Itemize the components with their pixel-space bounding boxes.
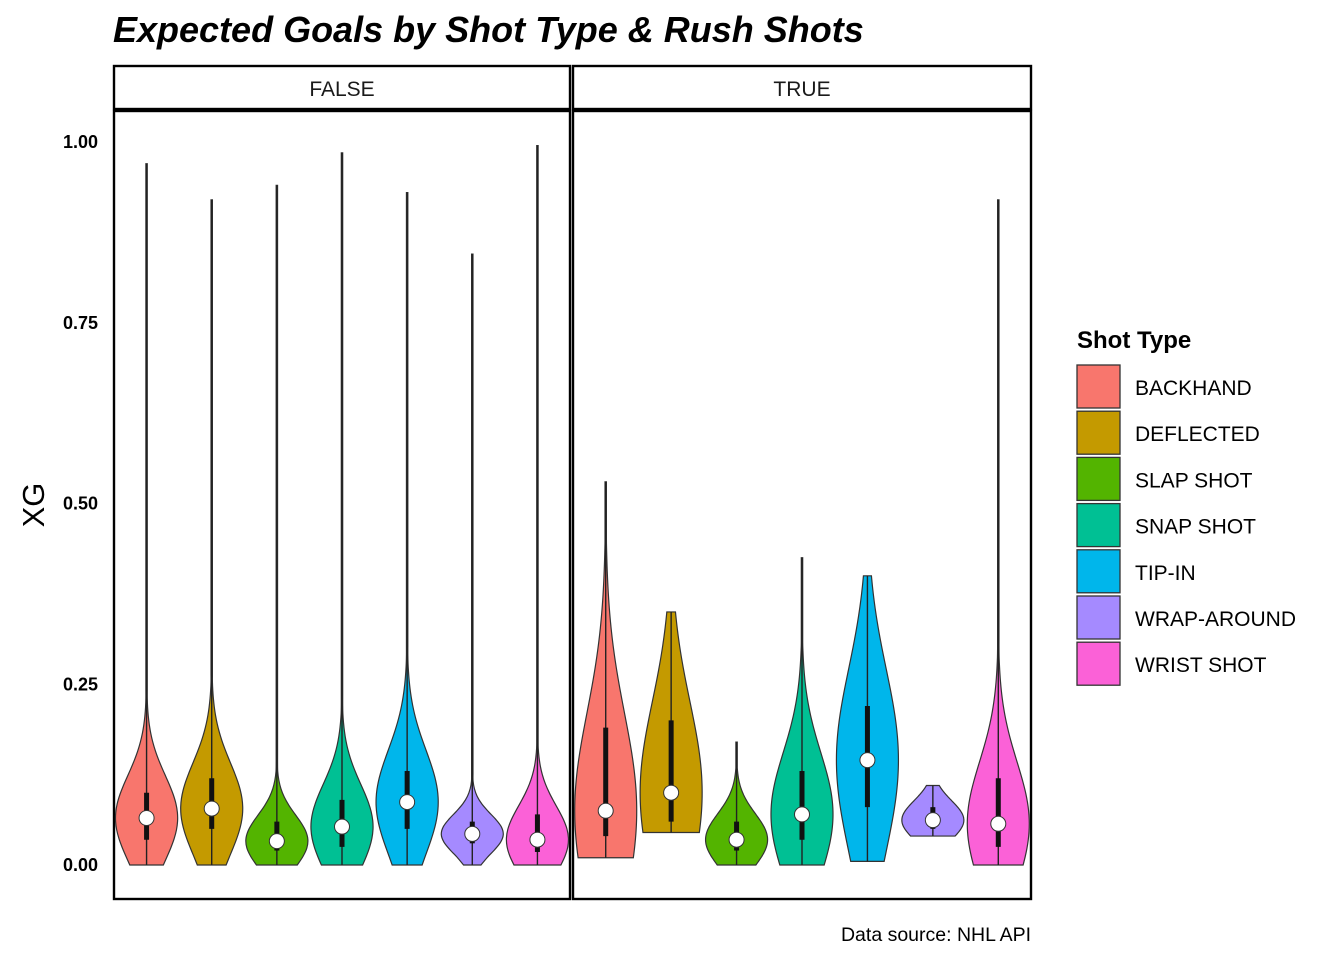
violin-wrist-shot [505,145,570,866]
facet-strip-label: TRUE [773,78,830,101]
legend-item: DEFLECTED [1076,410,1260,455]
y-tick-label: 0.50 [63,494,98,514]
legend-swatch [1076,410,1121,455]
violin-median-point [924,812,941,829]
legend-label: SNAP SHOT [1135,516,1256,539]
legend-swatch [1076,456,1121,502]
violin-median-point [399,794,416,811]
legend-label: DEFLECTED [1135,423,1260,446]
facet-panel-true: TRUE [571,64,1033,901]
violin-median-point [859,752,876,769]
legend-label: WRIST SHOT [1135,654,1267,677]
violin-median-point [597,802,614,819]
legend-label: SLAP SHOT [1135,469,1253,492]
y-tick-label: 0.25 [63,674,98,694]
legend-item: WRAP-AROUND [1076,595,1296,640]
violin-median-point [138,810,155,827]
y-axis-title: XG [16,483,51,528]
facet-strip [571,64,1033,111]
facet-panel-false: FALSE [112,64,572,901]
y-tick-label: 0.75 [63,313,98,333]
legend-label: BACKHAND [1135,377,1252,400]
legend-item: TIP-IN [1076,549,1196,594]
legend-swatch [1076,549,1121,594]
facet-panels: FALSE TRUE [112,64,1033,901]
violin-deflected [180,199,244,866]
legend-item: SLAP SHOT [1076,456,1253,502]
legend: Shot Type BACKHAND DEFLECTED SLAP SHOT SNAP… [1076,327,1296,686]
violin-median-point [268,833,285,850]
legend-item: SNAP SHOT [1076,502,1256,548]
violin-median-point [464,825,481,842]
violin-wrap-around [440,253,504,866]
violin-deflected [639,611,703,834]
legend-label: TIP-IN [1135,562,1196,585]
legend-title: Shot Type [1077,327,1191,354]
legend-swatch [1076,364,1121,409]
violin-tip-in [375,192,439,866]
violin-median-point [728,831,745,848]
legend-swatch [1076,502,1121,548]
caption: Data source: NHL API [841,924,1031,946]
legend-swatch [1076,641,1121,686]
violin-median-point [529,831,546,848]
y-axis: 0.00 0.25 0.50 0.75 1.00 [63,132,98,875]
panel-border [571,109,1033,901]
violin-backhand [114,163,179,866]
violin-snap-shot [310,152,374,866]
legend-item: WRIST SHOT [1076,641,1267,686]
violin-median-point [794,806,810,823]
chart-title: Expected Goals by Shot Type & Rush Shots [113,9,864,50]
violin-tip-in [835,575,900,862]
violin-median-point [990,815,1007,832]
violin-median-point [663,784,680,801]
y-tick-label: 0.00 [63,855,98,875]
legend-label: WRAP-AROUND [1135,608,1296,631]
violin-slap-shot [245,184,309,866]
violin-wrap-around [901,784,965,837]
violin-wrist-shot [966,199,1030,866]
facet-strip-label: FALSE [309,78,374,101]
legend-item: BACKHAND [1076,364,1252,409]
violin-slap-shot [704,741,769,866]
violin-median-point [203,800,220,817]
violin-median-point [334,818,350,835]
facet-strip [112,64,572,111]
violin-snap-shot [770,557,834,866]
y-tick-label: 1.00 [63,132,98,152]
panel-border [112,109,572,901]
legend-swatch [1076,595,1121,640]
violin-backhand [574,481,638,859]
